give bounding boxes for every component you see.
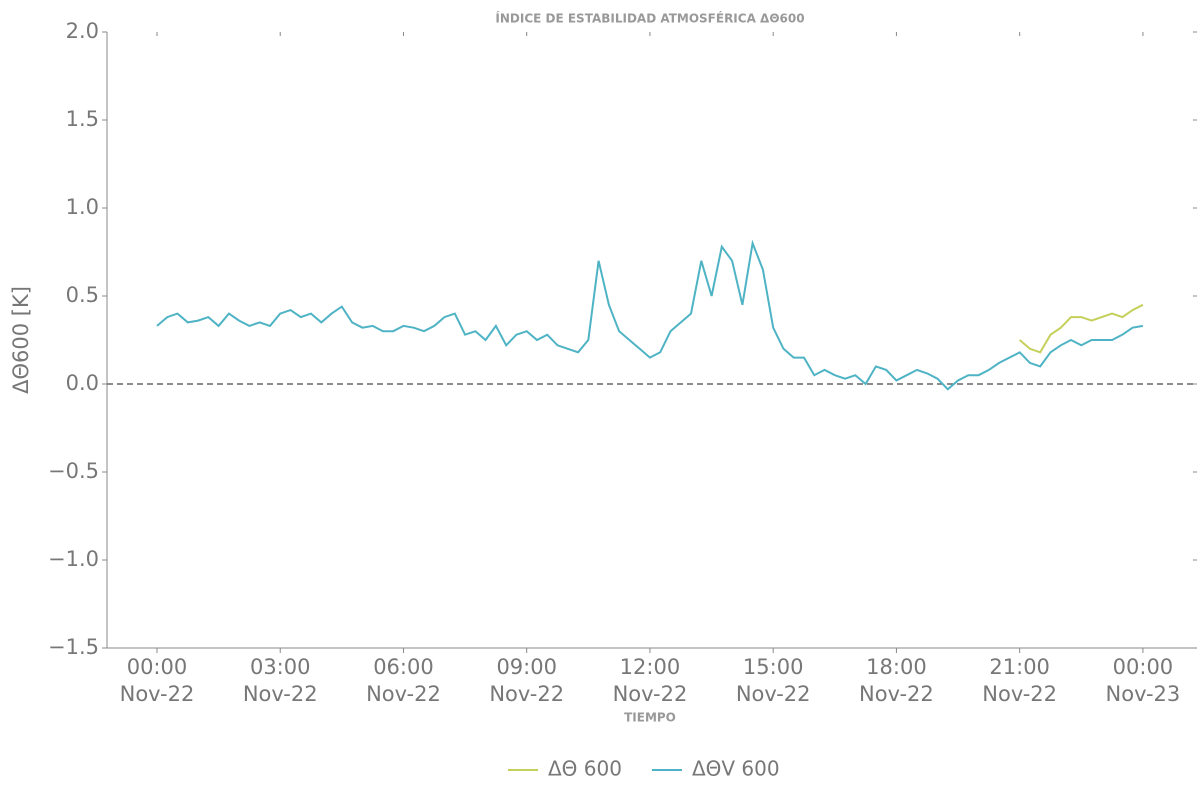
y-tick-label: 0.0 <box>66 371 99 395</box>
x-tick-label: 18:00 <box>866 655 927 679</box>
series-line <box>1019 303 1144 354</box>
series-line <box>156 239 1144 391</box>
y-tick-label: 0.5 <box>66 283 99 307</box>
x-tick-label: Nov-22 <box>859 682 934 706</box>
x-tick-label: Nov-22 <box>736 682 811 706</box>
x-tick-label: 03:00 <box>250 655 311 679</box>
x-tick-label: Nov-22 <box>982 682 1057 706</box>
y-tick-label: −1.5 <box>48 635 99 659</box>
x-tick-label: Nov-22 <box>613 682 688 706</box>
legend-label: ΔΘ 600 <box>548 757 622 781</box>
y-axis-label: ΔΘ600 [K] <box>9 286 33 394</box>
x-tick-label: Nov-22 <box>366 682 441 706</box>
x-axis-label: TIEMPO <box>624 711 676 725</box>
x-tick-label: 00:00 <box>127 655 188 679</box>
y-tick-label: −1.0 <box>48 547 99 571</box>
x-tick-label: Nov-22 <box>120 682 195 706</box>
chart-title: ÍNDICE DE ESTABILIDAD ATMOSFÉRICA ΔΘ600 <box>495 11 804 26</box>
x-tick-label: 06:00 <box>373 655 434 679</box>
legend-label: ΔΘV 600 <box>692 757 780 781</box>
x-tick-label: 15:00 <box>743 655 804 679</box>
x-tick-label: 09:00 <box>496 655 557 679</box>
x-tick-label: Nov-22 <box>243 682 318 706</box>
y-tick-label: 1.5 <box>66 107 99 131</box>
x-tick-label: 12:00 <box>620 655 681 679</box>
x-tick-label: Nov-23 <box>1106 682 1181 706</box>
x-tick-label: 00:00 <box>1113 655 1174 679</box>
y-tick-label: −0.5 <box>48 459 99 483</box>
y-tick-label: 2.0 <box>66 19 99 43</box>
x-tick-label: Nov-22 <box>489 682 564 706</box>
y-tick-label: 1.0 <box>66 195 99 219</box>
x-tick-label: 21:00 <box>989 655 1050 679</box>
